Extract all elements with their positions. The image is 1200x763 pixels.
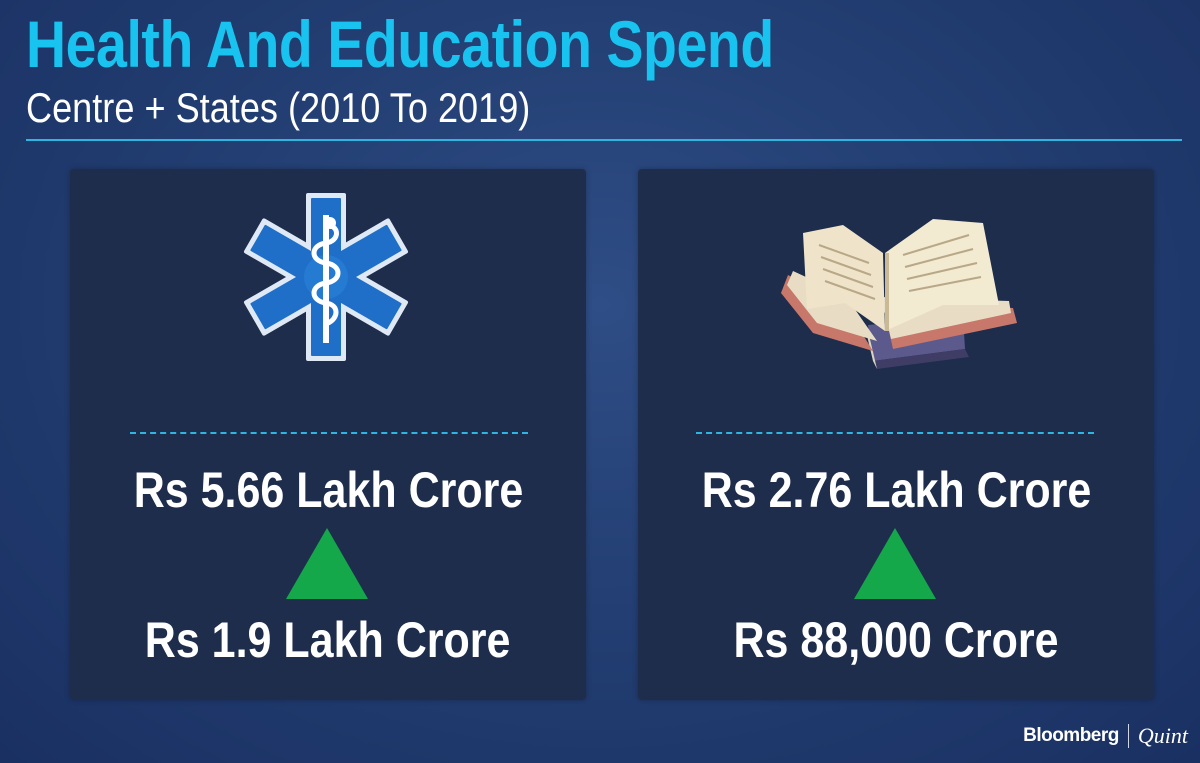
health-current-spend: Rs 5.66 Lakh Crore <box>133 462 523 518</box>
header-divider <box>26 139 1182 141</box>
education-previous-spend: Rs 88,000 Crore <box>733 612 1059 668</box>
brand-primary: Bloomberg <box>1023 725 1119 746</box>
star-of-life-icon <box>243 193 409 361</box>
health-divider <box>130 432 528 434</box>
page-subtitle: Centre + States (2010 To 2019) <box>26 84 531 131</box>
education-spend-card: Rs 2.76 Lakh Crore Rs 88,000 Crore <box>638 169 1154 700</box>
education-increase-arrow-icon <box>854 528 936 599</box>
health-spend-card: Rs 5.66 Lakh Crore Rs 1.9 Lakh Crore <box>70 169 586 700</box>
brand-separator <box>1127 724 1129 748</box>
brand-secondary: Quint <box>1137 723 1188 748</box>
open-book-icon <box>781 219 1017 369</box>
page-title: Health And Education Spend <box>26 7 774 81</box>
education-current-spend: Rs 2.76 Lakh Crore <box>701 462 1091 518</box>
health-icon-area <box>70 169 586 399</box>
health-increase-arrow-icon <box>286 528 368 599</box>
health-previous-spend: Rs 1.9 Lakh Crore <box>145 612 511 668</box>
education-divider <box>696 432 1094 434</box>
brand-logo: Bloomberg Quint <box>1023 722 1188 750</box>
education-icon-area <box>638 169 1154 399</box>
